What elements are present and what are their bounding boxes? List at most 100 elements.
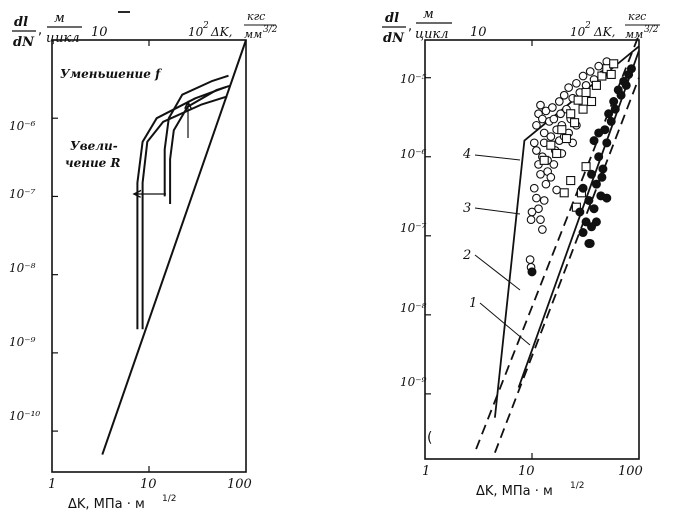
right-y-label-bottom: dN <box>383 31 405 46</box>
data-point-open-square <box>559 188 569 198</box>
right-y-axis-label: dl dN , м цикл <box>382 7 452 46</box>
left-x-axis-label: ΔK, МПа · м 1/2 <box>68 494 176 512</box>
data-point-filled-circle <box>594 152 604 162</box>
data-point-filled-circle <box>598 164 608 174</box>
data-point-open-square <box>570 118 580 128</box>
data-point-filled-circle <box>594 128 604 138</box>
data-point-open-circle <box>546 132 556 141</box>
left-plot-frame <box>51 39 247 473</box>
right-top-axis-label: ΔK, <box>593 25 615 39</box>
left-series-line <box>136 86 227 330</box>
right-y-tick-label: 10⁻⁷ <box>400 221 427 235</box>
data-point-open-circle <box>548 103 557 112</box>
left-x-label: ΔK, МПа · м <box>68 497 145 512</box>
curve-label-2: 2 <box>462 248 471 263</box>
data-point-open-circle <box>585 67 595 76</box>
left-plot-area <box>52 39 247 472</box>
corner-mark: ( <box>427 430 432 446</box>
data-point-open-circle <box>526 215 536 225</box>
curve-2-line <box>475 34 640 450</box>
data-point-filled-circle <box>616 90 626 100</box>
right-y-tick-label: 10⁻⁸ <box>400 301 427 315</box>
data-point-open-square <box>566 175 576 186</box>
right-x-ticks: 1 10 100 <box>422 464 643 479</box>
right-top-tick-10: 10 <box>470 25 487 40</box>
right-x-axis-label: ΔK, МПа · м 1/2 <box>476 481 584 499</box>
data-point-open-circle <box>538 225 547 234</box>
left-y-label-comma: , <box>38 23 42 38</box>
data-point-open-square <box>573 95 583 105</box>
data-point-open-circle <box>536 169 545 179</box>
data-point-open-circle <box>536 100 545 110</box>
data-point-open-circle <box>556 109 565 119</box>
data-point-open-circle <box>527 207 537 217</box>
data-point-open-square <box>557 125 567 135</box>
curve-label-4: 4 <box>462 147 471 162</box>
data-point-open-circle <box>536 215 545 225</box>
data-point-open-square <box>566 109 576 119</box>
data-point-filled-circle <box>591 179 601 189</box>
left-x-tick-label: 100 <box>227 477 252 492</box>
data-point-open-square <box>606 69 616 79</box>
data-point-filled-circle <box>606 116 616 126</box>
left-y-label-bottom: dN <box>13 35 35 50</box>
right-x-tick-label: 100 <box>618 464 643 479</box>
data-point-filled-circle <box>587 222 597 232</box>
data-point-open-square <box>539 155 549 165</box>
data-point-filled-circle <box>589 136 599 146</box>
data-point-open-circle <box>564 83 573 92</box>
right-x-tick-label: 10 <box>518 464 535 479</box>
curve-label-4-leader <box>474 154 521 161</box>
left-top-axis-unit-exp: 3/2 <box>263 25 278 35</box>
data-point-filled-circle <box>585 238 595 248</box>
annotation-increase-r-line1: Увели- <box>70 139 118 153</box>
data-point-filled-circle <box>578 228 588 238</box>
data-point-open-circle <box>525 255 535 264</box>
data-point-open-square <box>591 80 601 90</box>
data-point-open-square <box>581 87 591 98</box>
right-top-axis-unit-exp: 3/2 <box>644 25 659 35</box>
data-point-filled-circle <box>578 183 588 193</box>
data-point-open-circle <box>549 160 559 169</box>
data-point-open-square <box>546 140 556 150</box>
data-point-filled-circle <box>575 207 585 217</box>
left-top-axis-label: ΔK, <box>210 25 232 39</box>
data-point-open-circle <box>559 90 569 100</box>
data-point-open-square <box>609 59 619 69</box>
curve-label-3-leader <box>474 207 521 215</box>
left-y-tick-label: 10⁻⁶ <box>9 119 36 133</box>
left-y-unit-bottom: цикл <box>46 31 79 46</box>
data-point-open-circle <box>594 61 604 71</box>
left-top-axis-prefix-exp: 2 <box>202 21 209 31</box>
left-y-tick-label: 10⁻⁹ <box>9 335 36 349</box>
left-series-line <box>163 74 229 197</box>
data-point-open-circle <box>578 71 588 81</box>
data-point-open-circle <box>552 185 562 195</box>
data-point-filled-circle <box>587 169 597 179</box>
right-x-label-exp: 1/2 <box>570 481 584 491</box>
right-top-axis-unit-bottom: мм <box>625 28 643 41</box>
right-y-tick-label: 10⁻⁶ <box>400 147 427 161</box>
left-y-tick-label: 10⁻¹⁰ <box>9 409 40 423</box>
right-x-tick-label: 1 <box>422 464 430 479</box>
left-series-line <box>169 84 231 204</box>
left-x-tick-label: 10 <box>140 477 157 492</box>
left-series-line <box>141 95 228 330</box>
annotation-increase-r-line2: чение R <box>65 156 120 170</box>
right-panel: dl dN , м цикл 10 10 2 ΔK, кгс мм 3/2 10… <box>382 7 660 499</box>
data-point-filled-circle <box>626 64 636 74</box>
right-plot-frame <box>424 39 640 460</box>
data-point-filled-circle <box>597 172 607 182</box>
left-x-ticks: 1 10 100 <box>48 477 252 492</box>
right-plot-area <box>425 34 640 459</box>
data-point-filled-circle <box>527 267 537 277</box>
right-y-label-comma: , <box>408 19 412 34</box>
data-point-open-square <box>597 71 607 81</box>
left-y-axis-label: dl dN , м цикл <box>12 11 82 50</box>
left-y-label-top: dl <box>14 15 28 30</box>
data-point-filled-circle <box>609 97 619 107</box>
data-point-open-circle <box>529 183 539 193</box>
right-top-axis-label: 10 10 2 ΔK, кгс мм 3/2 <box>470 10 660 41</box>
data-point-open-circle <box>572 78 581 88</box>
